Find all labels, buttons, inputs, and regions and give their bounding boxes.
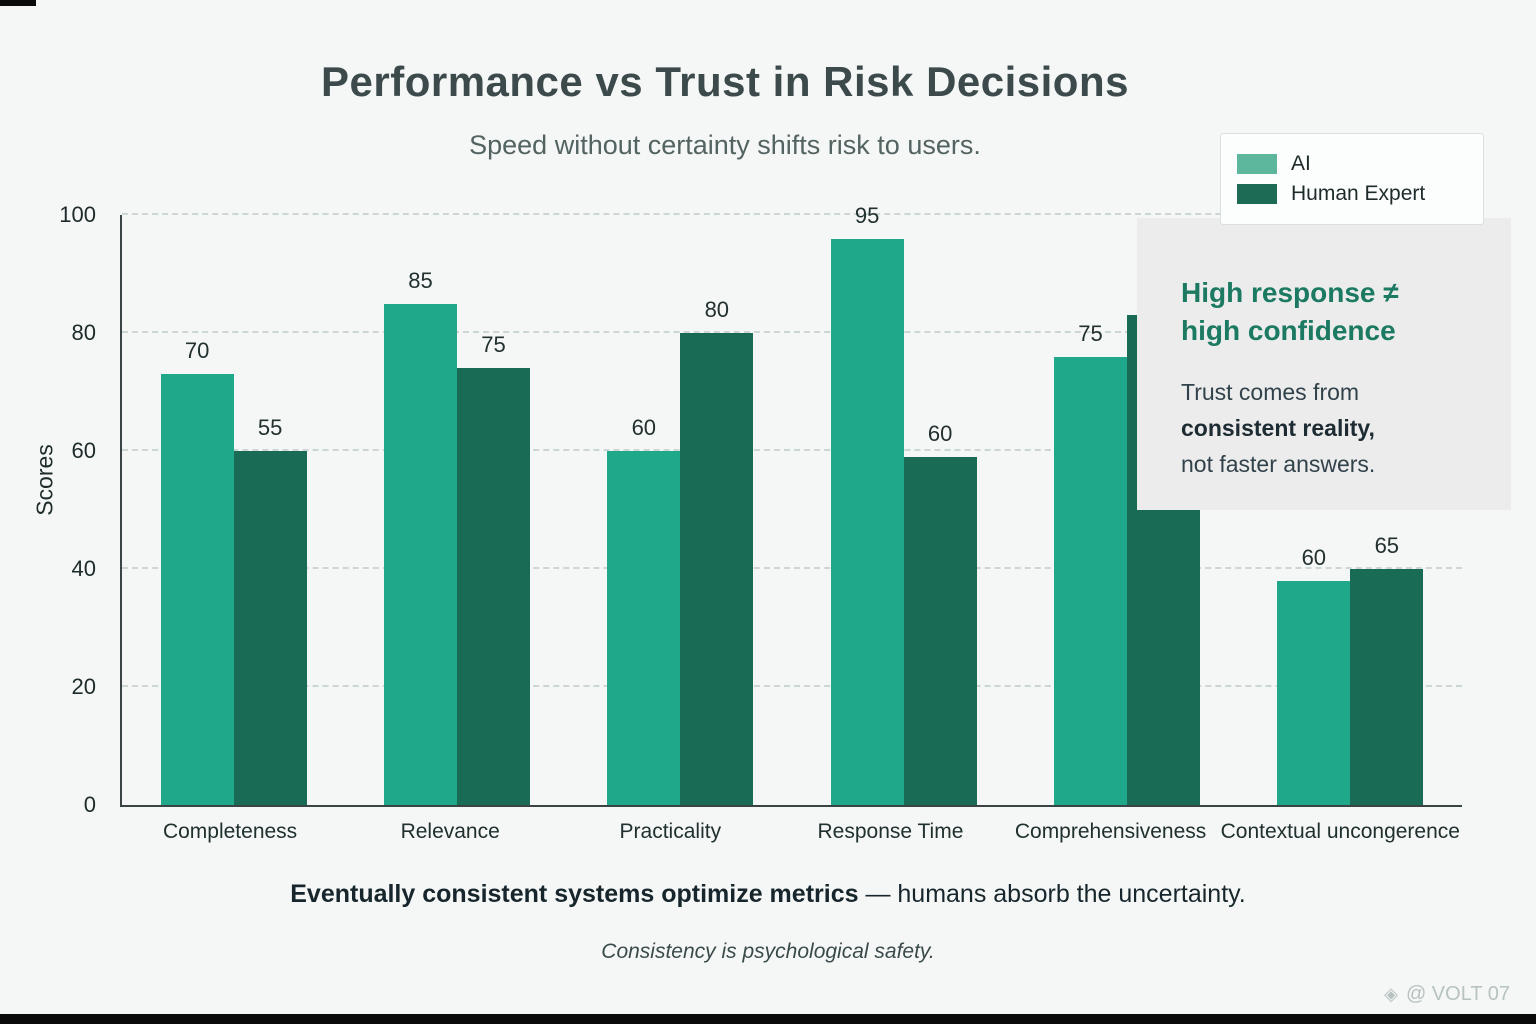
- bar-value-label: 80: [704, 297, 730, 322]
- gridline: [122, 685, 1462, 687]
- bar-value-label: 65: [1374, 533, 1400, 558]
- bar-ai: 95: [830, 203, 904, 805]
- legend-item-human-expert: Human Expert: [1237, 182, 1467, 206]
- diamond-icon: ◈: [1384, 984, 1398, 1004]
- gridline: [122, 449, 1462, 451]
- annotation-heading: High response ≠ high confidence: [1181, 274, 1483, 350]
- bar-human-expert: 55: [233, 415, 307, 805]
- y-tick-label: 100: [59, 202, 96, 227]
- bar-human-expert: 80: [680, 297, 754, 805]
- bar-ai: 75: [1053, 321, 1127, 805]
- footer-caption: Eventually consistent systems optimize m…: [0, 880, 1536, 909]
- legend-label-human-expert: Human Expert: [1291, 182, 1426, 205]
- watermark: ◈ @ VOLT 07: [1384, 983, 1510, 1006]
- bar-ai: 60: [607, 415, 681, 805]
- gridline: [122, 213, 1462, 215]
- bar-human-expert: 60: [903, 421, 977, 805]
- bar-group: 95 60: [792, 203, 1015, 805]
- legend-item-ai: AI: [1237, 152, 1467, 176]
- bar-ai: 70: [160, 338, 234, 805]
- top-edge-strip: [0, 0, 36, 6]
- gridline: [122, 567, 1462, 569]
- category-label: Contextual uncongerence: [1220, 820, 1460, 843]
- bar-ai: 60: [1277, 545, 1351, 805]
- y-tick-label: 0: [83, 792, 96, 817]
- gridline: [122, 331, 1462, 333]
- annotation-body: Trust comes from consistent reality, not…: [1181, 374, 1483, 482]
- bottom-edge-strip: [0, 1014, 1536, 1024]
- bar-human-expert: 65: [1350, 533, 1424, 805]
- bar-value-label: 75: [1078, 320, 1103, 346]
- legend-swatch-ai: [1237, 154, 1277, 174]
- chart-subtitle: Speed without certainty shifts risk to u…: [469, 130, 981, 160]
- legend-swatch-human-expert: [1237, 184, 1277, 204]
- bar-group: 70 55: [122, 215, 345, 805]
- y-tick-label: 60: [71, 438, 96, 463]
- bar-value-label: 60: [927, 420, 953, 446]
- footnote: Consistency is psychological safety.: [601, 940, 935, 963]
- footer-caption-rest: — humans absorb the uncertainty.: [858, 880, 1246, 908]
- annotation-body-line1: Trust comes from: [1181, 379, 1360, 405]
- category-label: Comprehensiveness: [1014, 820, 1207, 843]
- y-tick-label: 20: [71, 674, 96, 699]
- bar-group: 60 65: [1239, 215, 1462, 805]
- bar-value-label: 60: [631, 415, 657, 440]
- category-labels: Completeness Relevance Practicality Respons…: [120, 820, 1460, 844]
- legend: AI Human Expert: [1220, 133, 1484, 225]
- category-label: Practicality: [619, 820, 722, 843]
- category-label: Completeness: [162, 820, 298, 843]
- bar-group: 60 80: [569, 215, 792, 805]
- bar-human-expert: 75: [456, 332, 530, 805]
- bar-value-label: 85: [408, 267, 433, 293]
- bar-value-label: 70: [184, 338, 210, 364]
- y-tick-label: 80: [71, 320, 96, 345]
- bar-value-label: 60: [1301, 544, 1327, 570]
- annotation-body-line3: not faster answers.: [1181, 451, 1376, 477]
- bar-group: 85 75: [345, 215, 568, 805]
- plot-area: 705585756080956075806065: [120, 203, 1462, 807]
- category-label: Response Time: [817, 820, 964, 843]
- bar-ai: 85: [383, 268, 457, 805]
- legend-label-ai: AI: [1291, 152, 1311, 175]
- bar-value-label: 95: [854, 202, 880, 228]
- watermark-text: @ VOLT 07: [1405, 983, 1510, 1005]
- category-label: Relevance: [400, 820, 500, 843]
- chart-title: Performance vs Trust in Risk Decisions: [321, 58, 1129, 105]
- y-tick-labels: 0 20 40 60 80 100: [0, 202, 108, 817]
- annotation-heading-line2: high confidence: [1181, 315, 1396, 346]
- annotation-box: High response ≠ high confidence Trust co…: [1137, 218, 1511, 510]
- bar-value-label: 75: [481, 332, 506, 358]
- y-tick-label: 40: [71, 556, 96, 581]
- bar-value-label: 55: [257, 415, 283, 440]
- footer-caption-bold: Eventually consistent systems optimize m…: [290, 880, 859, 908]
- annotation-body-line2: consistent reality,: [1181, 415, 1375, 441]
- annotation-heading-line1: High response ≠: [1181, 277, 1399, 308]
